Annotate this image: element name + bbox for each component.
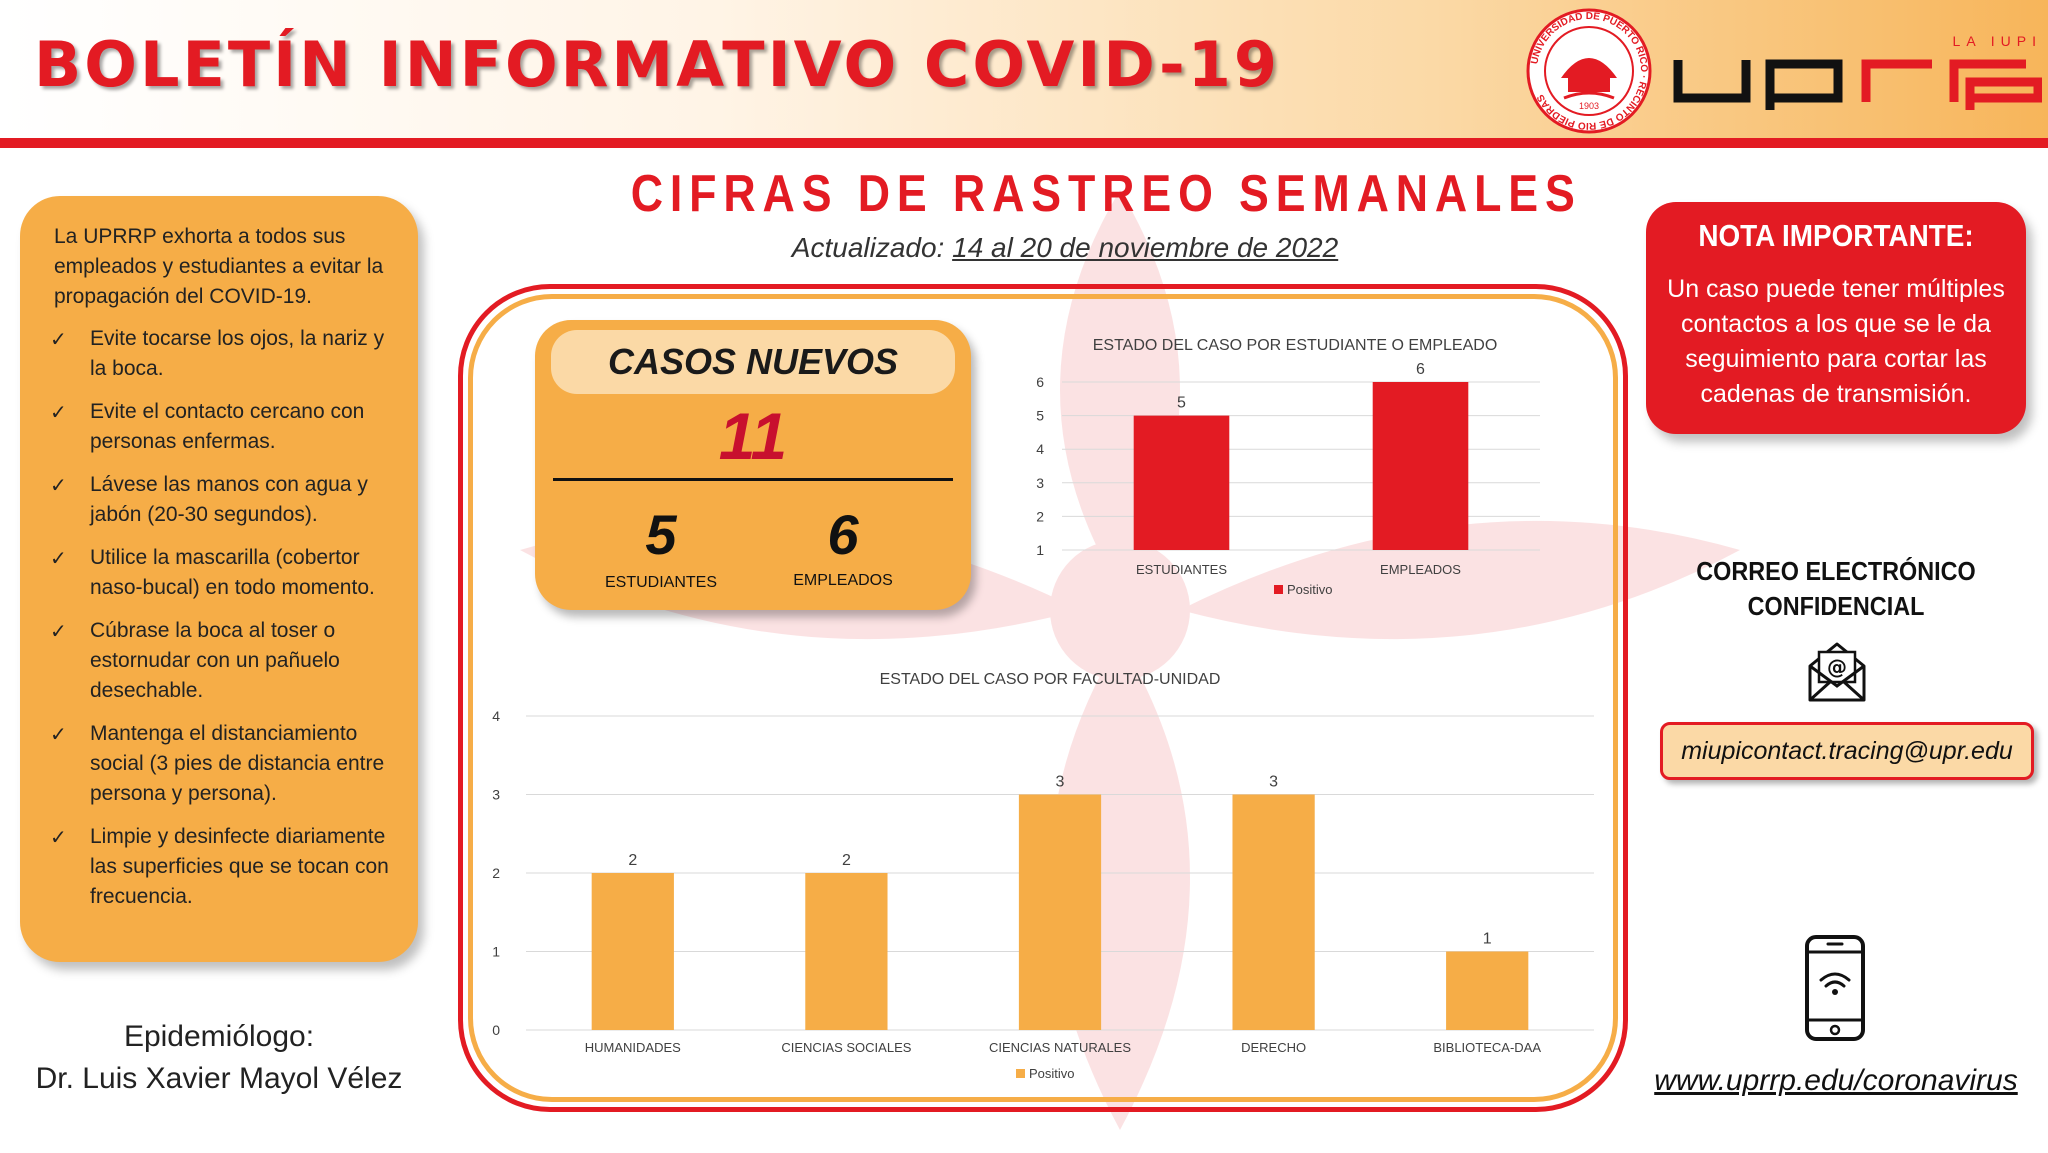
legend-swatch bbox=[1274, 585, 1283, 594]
svg-text:@: @ bbox=[1827, 655, 1847, 679]
checkmark-icon: ✓ bbox=[50, 400, 67, 424]
students-count: 5 bbox=[645, 503, 677, 566]
website-link[interactable]: www.uprrp.edu/coronavirus bbox=[1654, 1064, 2018, 1097]
y-tick-label: 6 bbox=[1036, 374, 1044, 390]
y-tick-label: 0 bbox=[492, 1022, 500, 1038]
important-note-text: Un caso puede tener múltiples contactos … bbox=[1667, 275, 2005, 408]
chart-faculty-unit: ESTADO DEL CASO POR FACULTAD-UNIDAD 0 1 2 3 4… bbox=[492, 671, 1594, 1081]
envelope-at-icon: @ bbox=[1808, 642, 1866, 702]
data-label: 6 bbox=[1416, 361, 1425, 378]
tip-item: ✓ Evite tocarse los ojos, la nariz y la b… bbox=[50, 324, 400, 384]
tip-item: ✓ Evite el contacto cercano con personas … bbox=[50, 397, 400, 457]
y-tick-label: 3 bbox=[492, 787, 500, 803]
x-tick-label: BIBLIOTECA-DAA bbox=[1433, 1040, 1541, 1055]
epidemiologist-name: Dr. Luis Xavier Mayol Vélez bbox=[35, 1062, 403, 1095]
legend-label: Positivo bbox=[1287, 582, 1333, 597]
new-cases-total: 11 bbox=[718, 399, 788, 473]
tip-item: ✓ Cúbrase la boca al toser o estornudar c… bbox=[50, 616, 400, 706]
bar-0 bbox=[591, 873, 674, 1030]
tip-item: ✓ Mantenga el distanciamiento social (3 p… bbox=[50, 719, 400, 809]
tip-item: ✓ Lávese las manos con agua y jabón (20-3… bbox=[50, 470, 400, 530]
bar-0 bbox=[1133, 415, 1230, 550]
employees-count: 6 bbox=[827, 503, 859, 566]
updated-label: Actualizado: bbox=[791, 232, 945, 263]
x-tick-label: DERECHO bbox=[1241, 1040, 1306, 1055]
tips-intro: La UPRRP exhorta a todos sus empleados y… bbox=[54, 225, 384, 308]
checkmark-icon: ✓ bbox=[50, 619, 67, 643]
charts-frame-inner bbox=[468, 294, 1618, 1102]
email-link[interactable]: miupicontact.tracing@upr.edu bbox=[1660, 722, 2034, 780]
tips-list: ✓ Evite tocarse los ojos, la nariz y la b… bbox=[50, 324, 400, 925]
y-tick-label: 1 bbox=[492, 944, 500, 960]
x-tick-label: HUMANIDADES bbox=[585, 1040, 681, 1055]
students-label: ESTUDIANTES bbox=[604, 574, 717, 591]
y-tick-label: 4 bbox=[1036, 441, 1044, 457]
updated-date: Actualizado: 14 al 20 de noviembre de 20… bbox=[560, 232, 1570, 264]
updated-range: 14 al 20 de noviembre de 2022 bbox=[952, 232, 1339, 263]
confidential-email-label: CORREO ELECTRÓNICO CONFIDENCIAL bbox=[1696, 556, 1976, 621]
bar-4 bbox=[1446, 951, 1529, 1030]
section-title: CIFRAS DE RASTREO SEMANALES bbox=[630, 165, 1582, 223]
epidemiologist-credit: Epidemiólogo: Dr. Luis Xavier Mayol Véle… bbox=[0, 1016, 438, 1100]
tip-item: ✓ Limpie y desinfecte diariamente las sup… bbox=[50, 822, 400, 912]
header-banner bbox=[0, 0, 2048, 138]
y-tick-label: 4 bbox=[492, 708, 500, 724]
new-cases-card: CASOS NUEVOS 11 5 6 ESTUDIANTES EMPLEADO… bbox=[535, 320, 971, 610]
important-note-card: NOTA IMPORTANTE: Un caso puede tener múl… bbox=[1646, 202, 2026, 434]
y-tick-label: 5 bbox=[1036, 408, 1044, 424]
charts-frame-outer bbox=[458, 284, 1628, 1112]
prevention-tips-card: La UPRRP exhorta a todos sus empleados y… bbox=[20, 196, 418, 962]
checkmark-icon: ✓ bbox=[50, 825, 67, 849]
employees-label: EMPLEADOS bbox=[793, 572, 893, 589]
logo-tagline: LA IUPI bbox=[1953, 33, 2042, 49]
x-tick-label: CIENCIAS SOCIALES bbox=[781, 1040, 911, 1055]
legend-label: Positivo bbox=[1029, 1066, 1075, 1081]
y-tick-label: 2 bbox=[492, 865, 500, 881]
bar-1 bbox=[805, 873, 888, 1030]
epidemiologist-label: Epidemiólogo: bbox=[123, 1020, 315, 1053]
important-note-title: NOTA IMPORTANTE: bbox=[1698, 218, 1974, 253]
x-tick-label: EMPLEADOS bbox=[1380, 562, 1461, 577]
y-tick-label: 2 bbox=[1036, 508, 1044, 524]
y-tick-label: 1 bbox=[1036, 542, 1044, 558]
new-cases-title: CASOS NUEVOS bbox=[551, 330, 955, 394]
chart-title: ESTADO DEL CASO POR ESTUDIANTE O EMPLEAD… bbox=[1093, 337, 1498, 354]
seal-year: 1903 bbox=[1579, 101, 1599, 111]
data-label: 3 bbox=[1269, 774, 1278, 791]
data-label: 2 bbox=[628, 852, 637, 869]
legend-swatch bbox=[1016, 1069, 1025, 1078]
data-label: 2 bbox=[842, 852, 851, 869]
chart-students-employees: ESTADO DEL CASO POR ESTUDIANTE O EMPLEAD… bbox=[1036, 337, 1540, 597]
page-title: BOLETÍN INFORMATIVO COVID-19 bbox=[34, 28, 1281, 101]
tip-item: ✓ Utilice la mascarilla (cobertor naso-bu… bbox=[50, 543, 400, 603]
data-label: 1 bbox=[1483, 931, 1492, 948]
checkmark-icon: ✓ bbox=[50, 473, 67, 497]
data-label: 3 bbox=[1056, 774, 1065, 791]
bar-3 bbox=[1232, 794, 1315, 1030]
bar-1 bbox=[1372, 382, 1469, 550]
checkmark-icon: ✓ bbox=[50, 327, 67, 351]
data-label: 5 bbox=[1177, 395, 1186, 412]
checkmark-icon: ✓ bbox=[50, 546, 67, 570]
bar-2 bbox=[1018, 794, 1102, 1030]
chart-title: ESTADO DEL CASO POR FACULTAD-UNIDAD bbox=[880, 671, 1221, 688]
university-seal-logo: UNIVERSIDAD DE PUERTO RICO · RECINTO DE … bbox=[1526, 8, 1652, 134]
header-divider bbox=[0, 138, 2048, 148]
y-tick-label: 3 bbox=[1036, 475, 1044, 491]
uprrp-logo: LA IUPI bbox=[1673, 33, 2042, 110]
checkmark-icon: ✓ bbox=[50, 722, 67, 746]
x-tick-label: CIENCIAS NATURALES bbox=[989, 1040, 1131, 1055]
new-cases-divider bbox=[553, 478, 953, 481]
smartphone-wifi-icon bbox=[1805, 935, 1865, 1041]
x-tick-label: ESTUDIANTES bbox=[1136, 562, 1227, 577]
